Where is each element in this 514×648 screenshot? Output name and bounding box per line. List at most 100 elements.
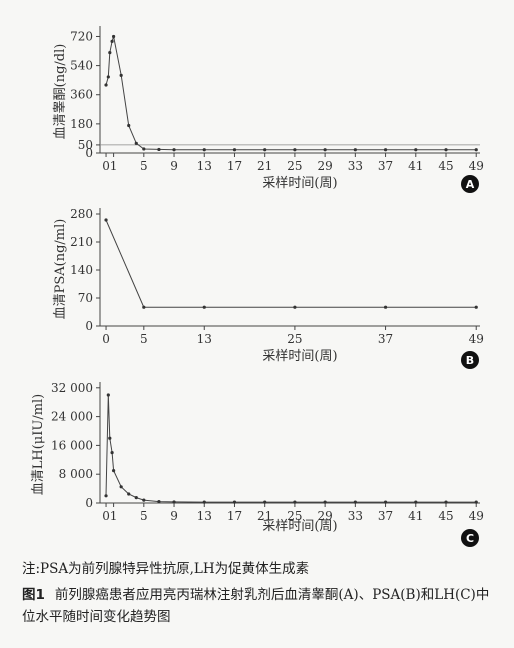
data-point: [474, 500, 478, 504]
x-tick-label: 33: [348, 159, 363, 173]
x-tick-label: 5: [140, 509, 148, 523]
y-tick-label: 70: [78, 291, 93, 305]
x-tick-label: 41: [408, 159, 423, 173]
data-point: [119, 485, 123, 489]
x-tick-label: 13: [197, 332, 212, 346]
x-axis-title: 采样时间(周): [262, 349, 337, 364]
y-axis-title: 血清LH(μIU/ml): [31, 394, 46, 496]
panel-badge: [461, 175, 479, 193]
x-tick-label: 37: [378, 159, 393, 173]
x-tick-label: 9: [170, 509, 178, 523]
data-point: [142, 147, 146, 151]
x-tick-label: 21: [257, 509, 272, 523]
x-tick-label: 5: [140, 332, 148, 346]
x-tick-label: 13: [197, 159, 212, 173]
x-tick-label: 25: [287, 332, 302, 346]
data-point: [172, 500, 176, 504]
figure-caption: 图1 前列腺癌患者应用亮丙瑞林注射乳剂后血清睾酮(A)、PSA(B)和LH(C)中…: [22, 584, 502, 628]
y-tick-label: 720: [70, 29, 93, 43]
y-axis-title: 血清PSA(ng/ml): [53, 219, 68, 320]
x-tick-label: 25: [287, 509, 302, 523]
panel-badge: [461, 529, 479, 547]
data-point: [263, 148, 267, 152]
y-tick-label: 280: [70, 207, 93, 221]
y-tick-label: 180: [70, 117, 93, 131]
y-axis-title: 血清睾酮(ng/dl): [52, 44, 68, 140]
y-tick-label: 360: [70, 88, 93, 102]
data-point: [444, 148, 448, 152]
data-point: [142, 498, 146, 502]
y-tick-label: 0: [85, 496, 93, 510]
x-tick-label: 0: [102, 159, 110, 173]
x-tick-label: 17: [227, 509, 242, 523]
x-tick-label: 13: [197, 509, 212, 523]
x-tick-label: 21: [257, 159, 272, 173]
panel-badge-label: A: [466, 178, 475, 191]
x-tick-label: 41: [408, 509, 423, 523]
x-tick-label: 49: [469, 509, 484, 523]
data-point: [111, 34, 116, 39]
data-point: [104, 83, 108, 87]
data-point: [202, 500, 206, 504]
data-point: [202, 148, 206, 152]
data-point: [108, 436, 112, 440]
x-tick-label: 29: [317, 509, 332, 523]
data-point: [157, 499, 161, 504]
data-point: [157, 147, 161, 152]
data-point: [353, 500, 357, 504]
panel-badge-label: B: [466, 354, 474, 367]
x-tick-label: 45: [438, 159, 453, 173]
data-point: [474, 305, 478, 309]
data-point: [474, 148, 478, 152]
data-point: [106, 75, 110, 79]
data-point: [202, 305, 206, 309]
x-tick-label: 1: [110, 509, 118, 523]
y-tick-label: 24 000: [51, 410, 93, 424]
data-point: [119, 73, 123, 77]
y-tick-label: 8 000: [59, 467, 93, 481]
x-tick-label: 17: [227, 159, 242, 173]
data-point: [111, 469, 116, 473]
figure-note: 注:PSA为前列腺特异性抗原,LH为促黄体生成素: [22, 561, 310, 577]
data-point: [127, 492, 131, 496]
data-point: [444, 500, 448, 504]
data-point: [383, 148, 388, 152]
y-tick-label: 50: [78, 138, 93, 152]
x-tick-label: 33: [348, 509, 363, 523]
data-point: [323, 148, 327, 152]
data-point: [134, 496, 138, 500]
data-point: [293, 305, 297, 309]
data-point: [293, 148, 297, 152]
x-tick-label: 29: [317, 159, 332, 173]
data-point: [104, 494, 108, 498]
data-point: [110, 451, 114, 455]
data-point: [142, 305, 146, 309]
data-point: [232, 148, 237, 152]
data-point: [263, 500, 267, 504]
x-tick-label: 49: [469, 332, 484, 346]
data-point: [414, 148, 418, 152]
series-line: [105, 36, 477, 151]
data-point: [353, 148, 357, 152]
series-line: [105, 219, 477, 308]
x-tick-label: 37: [378, 332, 393, 346]
data-point: [172, 148, 176, 152]
x-tick-label: 49: [469, 159, 484, 173]
y-tick-label: 140: [70, 263, 93, 277]
x-tick-label: 0: [102, 332, 110, 346]
x-axis-title: 采样时间(周): [262, 176, 337, 191]
x-tick-label: 37: [378, 509, 393, 523]
data-point: [323, 500, 327, 504]
x-tick-label: 5: [140, 159, 148, 173]
chart-panel-b: 0 70 140 210 280 0 5 13 25 37 49 采样时间(周) 血清PSA(ng/ml…: [53, 207, 484, 369]
data-point: [134, 141, 138, 145]
data-point: [104, 218, 108, 222]
data-point: [414, 500, 418, 504]
x-axis-title: 采样时间(周): [262, 519, 337, 534]
y-tick-label: 0: [85, 319, 93, 333]
x-tick-label: 0: [102, 509, 110, 523]
y-tick-label: 210: [70, 235, 93, 249]
data-point: [108, 51, 112, 55]
